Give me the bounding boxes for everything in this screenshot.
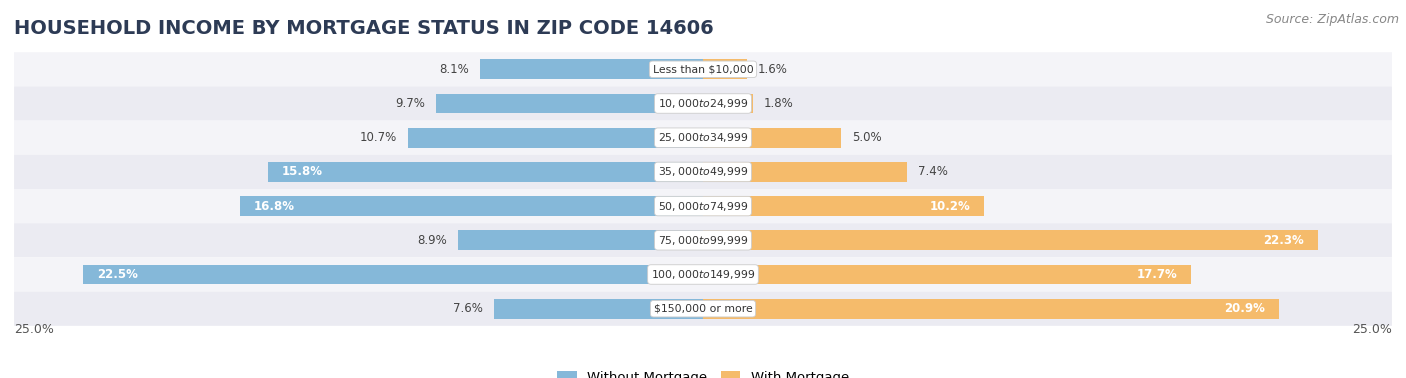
- Bar: [436, 94, 703, 113]
- Bar: [240, 196, 703, 216]
- FancyBboxPatch shape: [14, 291, 1392, 326]
- Text: 25.0%: 25.0%: [14, 324, 53, 336]
- Text: 25.0%: 25.0%: [1353, 324, 1392, 336]
- Text: 1.8%: 1.8%: [763, 97, 793, 110]
- FancyBboxPatch shape: [14, 257, 1392, 291]
- FancyBboxPatch shape: [14, 121, 1392, 155]
- Text: 7.4%: 7.4%: [918, 166, 948, 178]
- Bar: [703, 230, 1317, 250]
- Text: 10.7%: 10.7%: [360, 131, 396, 144]
- Bar: [703, 196, 984, 216]
- Text: 1.6%: 1.6%: [758, 63, 787, 76]
- Bar: [83, 265, 703, 284]
- FancyBboxPatch shape: [14, 189, 1392, 223]
- Text: 16.8%: 16.8%: [254, 200, 295, 212]
- Text: 20.9%: 20.9%: [1225, 302, 1265, 315]
- Text: $25,000 to $34,999: $25,000 to $34,999: [658, 131, 748, 144]
- FancyBboxPatch shape: [14, 87, 1392, 121]
- Text: 22.3%: 22.3%: [1263, 234, 1303, 247]
- Bar: [703, 94, 752, 113]
- Text: $50,000 to $74,999: $50,000 to $74,999: [658, 200, 748, 212]
- FancyBboxPatch shape: [14, 52, 1392, 87]
- Bar: [703, 265, 1191, 284]
- Text: 10.2%: 10.2%: [929, 200, 970, 212]
- Text: $100,000 to $149,999: $100,000 to $149,999: [651, 268, 755, 281]
- Text: $10,000 to $24,999: $10,000 to $24,999: [658, 97, 748, 110]
- Legend: Without Mortgage, With Mortgage: Without Mortgage, With Mortgage: [551, 365, 855, 378]
- Text: 8.9%: 8.9%: [418, 234, 447, 247]
- Bar: [703, 299, 1279, 319]
- Bar: [408, 128, 703, 148]
- Bar: [494, 299, 703, 319]
- Text: 22.5%: 22.5%: [97, 268, 138, 281]
- Bar: [703, 128, 841, 148]
- Text: 9.7%: 9.7%: [395, 97, 425, 110]
- Bar: [458, 230, 703, 250]
- Text: $75,000 to $99,999: $75,000 to $99,999: [658, 234, 748, 247]
- FancyBboxPatch shape: [14, 155, 1392, 189]
- Bar: [479, 59, 703, 79]
- Text: 5.0%: 5.0%: [852, 131, 882, 144]
- Text: Less than $10,000: Less than $10,000: [652, 64, 754, 74]
- Bar: [703, 162, 907, 182]
- Text: 15.8%: 15.8%: [281, 166, 322, 178]
- Text: $150,000 or more: $150,000 or more: [654, 304, 752, 314]
- Text: 8.1%: 8.1%: [439, 63, 468, 76]
- Bar: [703, 59, 747, 79]
- Text: Source: ZipAtlas.com: Source: ZipAtlas.com: [1265, 13, 1399, 26]
- Text: HOUSEHOLD INCOME BY MORTGAGE STATUS IN ZIP CODE 14606: HOUSEHOLD INCOME BY MORTGAGE STATUS IN Z…: [14, 19, 714, 38]
- Text: 7.6%: 7.6%: [453, 302, 482, 315]
- Text: 17.7%: 17.7%: [1136, 268, 1177, 281]
- Text: $35,000 to $49,999: $35,000 to $49,999: [658, 166, 748, 178]
- Bar: [267, 162, 703, 182]
- FancyBboxPatch shape: [14, 223, 1392, 257]
